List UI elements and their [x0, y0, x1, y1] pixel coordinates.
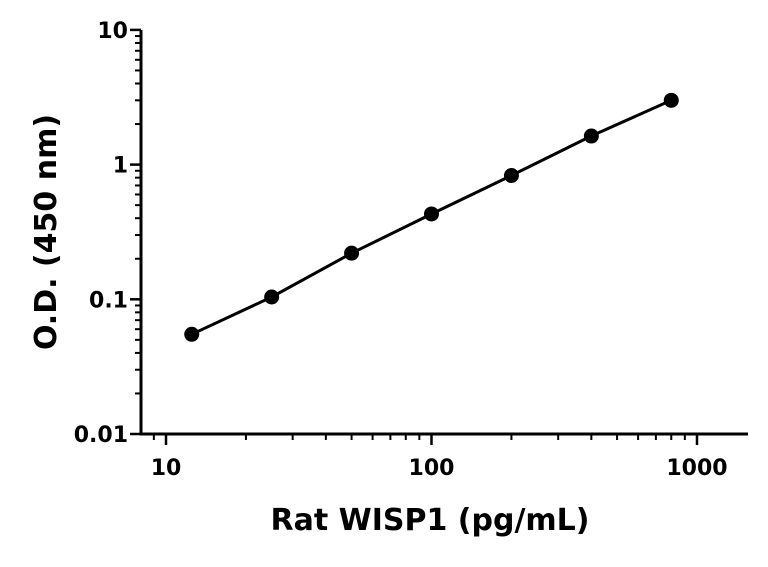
- data-point: [264, 289, 280, 305]
- y-axis-title: O.D. (450 nm): [29, 114, 64, 350]
- x-ticks: 10 100 1000: [151, 434, 728, 481]
- x-axis-title: Rat WISP1 (pg/mL): [271, 503, 590, 538]
- y-tick-label: 1: [113, 154, 128, 179]
- y-tick-label: 0.1: [89, 288, 128, 313]
- data-point: [424, 206, 439, 222]
- data-point: [583, 128, 599, 144]
- y-ticks: 0.01 0.1 1 10: [74, 19, 141, 448]
- data-point: [503, 168, 519, 184]
- data-points: [184, 92, 679, 342]
- data-point: [663, 92, 679, 108]
- x-tick-label: 100: [409, 456, 455, 481]
- x-tick-label: 1000: [666, 456, 727, 481]
- y-tick-label: 0.01: [74, 423, 128, 448]
- x-tick-label: 10: [151, 456, 182, 481]
- data-point: [344, 245, 360, 261]
- y-tick-label: 10: [97, 19, 128, 44]
- data-point: [184, 326, 200, 342]
- plot-area: 0.01 0.1 1 10 10 100 1000: [74, 19, 748, 481]
